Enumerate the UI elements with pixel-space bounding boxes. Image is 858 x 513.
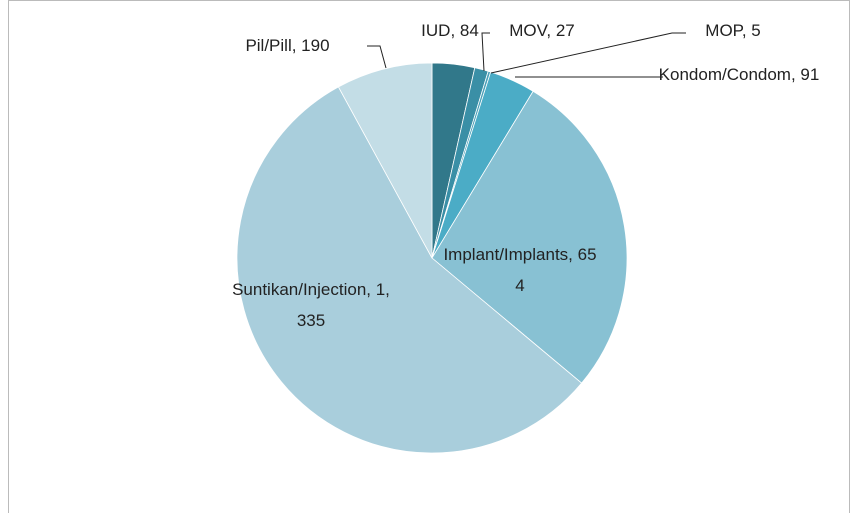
pie-slice — [236, 86, 583, 454]
leader-line — [481, 32, 490, 72]
data-label: Implant/Implants, 654 — [443, 245, 597, 295]
leader-line — [367, 45, 387, 69]
data-label: MOP, 5 — [705, 21, 761, 40]
leader-line — [490, 32, 686, 74]
data-label: IUD, 84 — [421, 21, 479, 40]
data-label: Kondom/Condom, 91 — [658, 65, 820, 84]
pie — [236, 62, 628, 454]
leader-lines — [367, 32, 686, 78]
data-label: MOV, 27 — [509, 21, 575, 40]
data-label: Pil/Pill, 190 — [245, 36, 330, 55]
pie-slice — [431, 90, 628, 384]
data-label: Suntikan/Injection, 1,335 — [232, 280, 390, 330]
pie-slice — [337, 62, 433, 259]
